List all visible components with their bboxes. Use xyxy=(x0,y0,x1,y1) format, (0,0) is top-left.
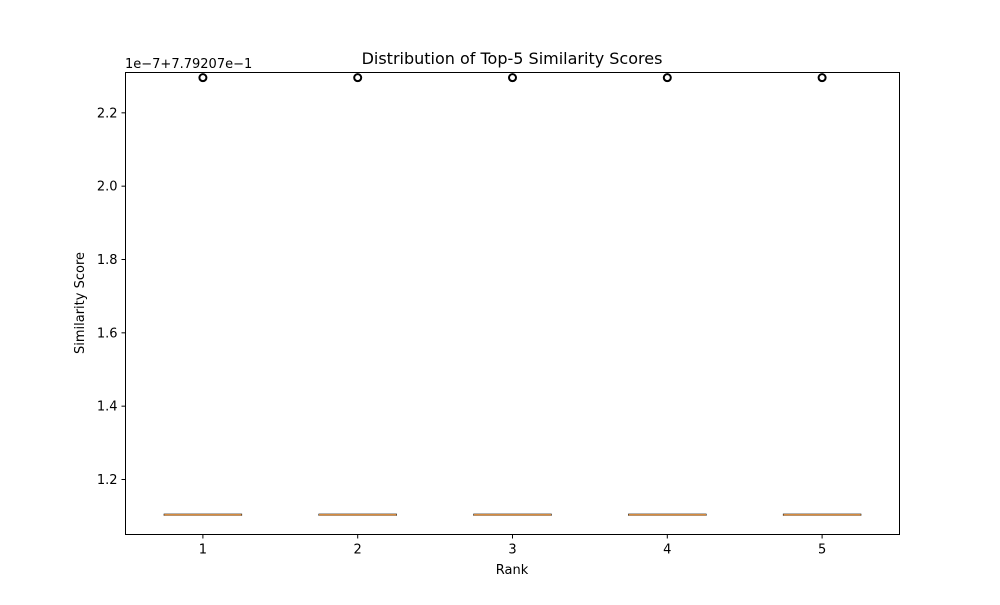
y-tick-label: 2.2 xyxy=(97,106,118,121)
x-tick-label: 5 xyxy=(818,543,826,558)
y-tick-label: 1.8 xyxy=(97,253,118,268)
plot-area: 1.2 1.4 1.6 1.8 2.0 2.2 1 2 3 4 5 xyxy=(97,73,862,558)
y-tick-label: 2.0 xyxy=(97,180,118,195)
x-tick-label: 2 xyxy=(354,543,362,558)
y-offset-label: 1e−7+7.79207e−1 xyxy=(125,57,252,72)
x-tick-label: 4 xyxy=(663,543,671,558)
outlier-point xyxy=(817,73,827,83)
outlier-point xyxy=(662,73,672,83)
y-tick-label: 1.6 xyxy=(97,326,118,341)
x-axis-label: Rank xyxy=(496,563,529,578)
outlier-point xyxy=(508,73,517,83)
x-tick-label: 1 xyxy=(199,543,207,558)
y-tick-label: 1.4 xyxy=(97,400,118,415)
y-tick-label: 1.2 xyxy=(97,473,118,488)
chart-title: Distribution of Top-5 Similarity Scores xyxy=(362,49,663,68)
outlier-point xyxy=(198,73,208,83)
axes-frame xyxy=(125,72,900,535)
y-axis-label: Similarity Score xyxy=(73,252,88,354)
x-tick-label: 3 xyxy=(508,543,516,558)
outlier-point xyxy=(353,73,363,83)
